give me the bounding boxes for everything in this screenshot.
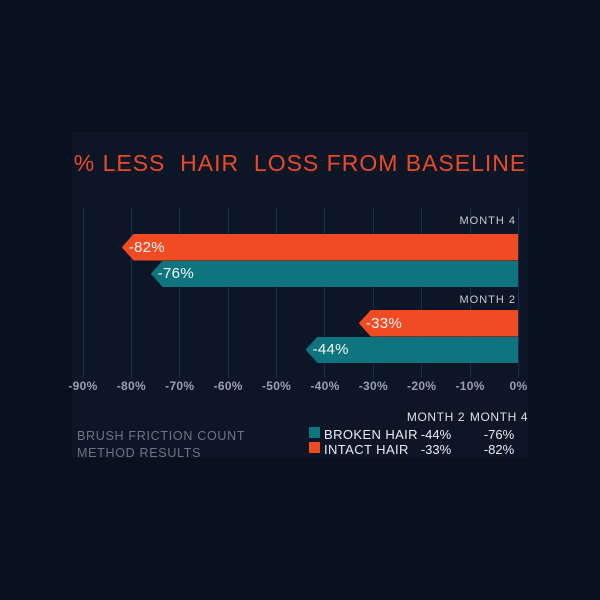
chart-title: % LESS HAIR LOSS FROM BASELINE <box>73 150 527 176</box>
bar-intact-hair-month-4: -82% <box>121 234 519 261</box>
x-tick-label--30%: -30% <box>358 379 388 393</box>
broken-hair-swatch-icon <box>309 427 320 438</box>
bar-value-label: -82% <box>128 238 165 256</box>
bar-value-label: -76% <box>157 265 194 283</box>
caption-line-1: BRUSH FRICTION COUNT <box>77 429 246 443</box>
broken-hair-month-4-value: -76% <box>483 427 515 442</box>
bar-intact-hair-month-2: -33% <box>358 310 519 337</box>
x-tick-label--10%: -10% <box>455 379 485 393</box>
x-tick-label--20%: -20% <box>407 379 437 393</box>
x-tick-label-0%: 0% <box>509 379 528 393</box>
bar-value-label: -44% <box>312 341 349 359</box>
bar-broken-hair-month-2: -44% <box>305 336 519 363</box>
group-label-month-4: MONTH 4 <box>459 215 516 227</box>
x-tick-label--80%: -80% <box>116 379 146 393</box>
intact-hair-swatch-icon <box>309 442 320 453</box>
gridline--20% <box>421 208 423 378</box>
bar-value-label: -33% <box>365 314 403 332</box>
chart-panel <box>72 132 528 458</box>
legend-label-broken-hair: BROKEN HAIR <box>324 427 418 442</box>
method-caption: BRUSH FRICTION COUNT METHOD RESULTS <box>77 428 245 462</box>
legend-header-month-4: MONTH 4 <box>469 410 529 424</box>
x-tick-label--70%: -70% <box>165 379 195 393</box>
gridline--10% <box>469 208 471 378</box>
intact-hair-month-2-value: -33% <box>420 442 452 457</box>
gridline--40% <box>324 208 326 378</box>
bar-broken-hair-month-4: -76% <box>150 260 519 287</box>
caption-line-2: METHOD RESULTS <box>77 446 202 460</box>
gridline--70% <box>179 208 181 378</box>
gridline--80% <box>130 208 132 378</box>
gridline-0% <box>518 208 519 378</box>
gridline--30% <box>372 208 374 378</box>
group-label-month-2: MONTH 2 <box>459 294 516 306</box>
legend-header-month-2: MONTH 2 <box>406 410 466 424</box>
legend-label-intact-hair: INTACT HAIR <box>324 442 409 457</box>
gridline--60% <box>227 208 229 378</box>
x-tick-label--40%: -40% <box>310 379 340 393</box>
gridline--90% <box>82 208 84 378</box>
x-tick-label--90%: -90% <box>68 379 98 393</box>
broken-hair-month-2-value: -44% <box>420 427 452 442</box>
x-tick-label--50%: -50% <box>261 379 292 393</box>
x-tick-label--60%: -60% <box>213 379 243 393</box>
gridline--50% <box>276 208 278 378</box>
intact-hair-month-4-value: -82% <box>483 442 515 457</box>
